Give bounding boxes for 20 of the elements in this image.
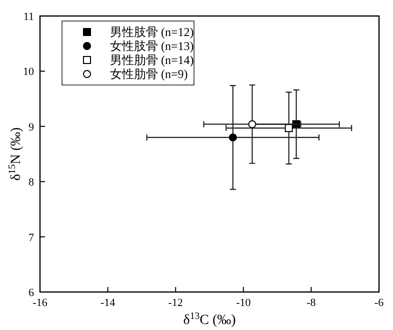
x-axis-title: δ$^{13}$C (‰) — [183, 310, 236, 328]
y-tick-label: 9 — [28, 121, 34, 134]
y-tick-label: 8 — [28, 176, 34, 189]
y-tick-label: 10 — [23, 66, 34, 78]
legend-label: 女性肢骨 (n=13) — [110, 39, 194, 53]
x-tick-label: -14 — [100, 297, 116, 309]
x-tick-label: -6 — [374, 297, 384, 309]
y-tick-label: 7 — [28, 232, 34, 244]
x-tick-label: -10 — [236, 297, 252, 309]
legend-label: 男性肢骨 (n=12) — [110, 25, 194, 39]
x-tick-label: -16 — [32, 297, 48, 309]
y-tick-label: 11 — [23, 11, 34, 23]
point — [248, 120, 256, 128]
x-tick-label: -12 — [168, 297, 183, 309]
legend-label: 女性肋骨 (n=9) — [110, 67, 188, 81]
y-tick-label: 6 — [28, 287, 34, 299]
legend-label: 男性肋骨 (n=14) — [110, 53, 194, 67]
point — [228, 133, 237, 142]
point — [284, 124, 293, 132]
x-tick-label: -8 — [306, 297, 316, 309]
